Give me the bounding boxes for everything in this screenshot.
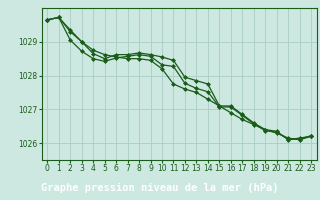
Text: Graphe pression niveau de la mer (hPa): Graphe pression niveau de la mer (hPa) xyxy=(41,183,279,193)
